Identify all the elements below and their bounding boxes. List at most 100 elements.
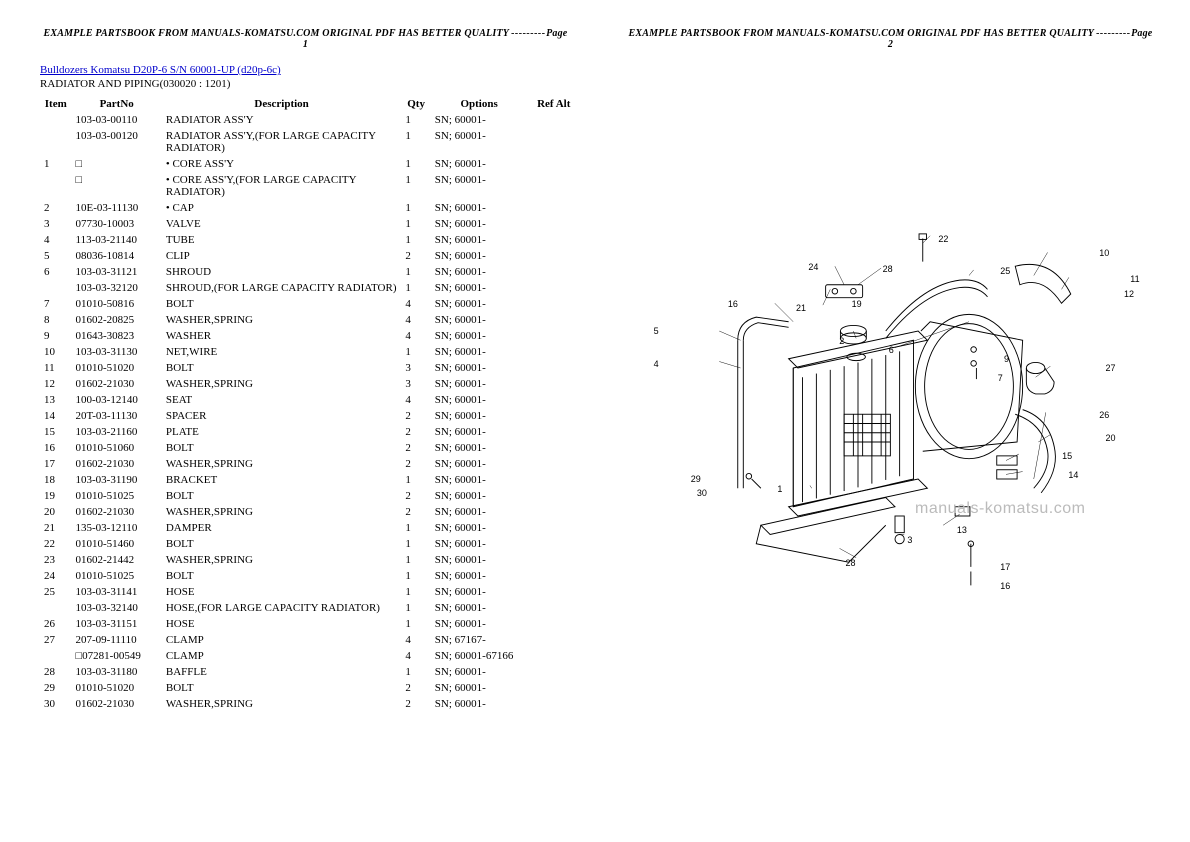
cell-partno: 103-03-31151 [72, 616, 162, 632]
cell-options: SN; 60001- [431, 344, 528, 360]
cell-item [40, 128, 72, 156]
cell-desc: SEAT [162, 392, 402, 408]
cell-options: SN; 60001- [431, 424, 528, 440]
cell-options: SN; 60001- [431, 520, 528, 536]
cell-desc: RADIATOR ASS'Y [162, 112, 402, 128]
cell-options: SN; 60001- [431, 568, 528, 584]
title-link[interactable]: Bulldozers Komatsu D20P-6 S/N 60001-UP (… [40, 64, 281, 76]
parts-table: Item PartNo Description Qty Options Ref … [40, 96, 580, 712]
watermark: manuals-komatsu.com [915, 500, 1085, 518]
cell-refalt [527, 632, 580, 648]
table-row: 801602-20825WASHER,SPRING4SN; 60001- [40, 312, 580, 328]
exploded-diagram: manuals-komatsu.com 22102428251116211912… [635, 220, 1155, 590]
cell-qty: 4 [401, 632, 430, 648]
table-row: 1□• CORE ASS'Y1SN; 60001- [40, 156, 580, 172]
cell-options: SN; 60001-67166 [431, 648, 528, 664]
table-row: □• CORE ASS'Y,(FOR LARGE CAPACITY RADIAT… [40, 172, 580, 200]
cell-qty: 3 [401, 360, 430, 376]
table-row: 3001602-21030WASHER,SPRING2SN; 60001- [40, 696, 580, 712]
table-row: 26103-03-31151HOSE1SN; 60001- [40, 616, 580, 632]
diagram-callout: 22 [938, 234, 948, 244]
cell-options: SN; 60001- [431, 584, 528, 600]
cell-refalt [527, 568, 580, 584]
table-row: 1601010-51060BOLT2SN; 60001- [40, 440, 580, 456]
cell-refalt [527, 504, 580, 520]
diagram-callout: 2 [839, 336, 844, 346]
cell-partno: 113-03-21140 [72, 232, 162, 248]
cell-qty: 4 [401, 296, 430, 312]
cell-refalt [527, 360, 580, 376]
cell-desc: SHROUD,(FOR LARGE CAPACITY RADIATOR) [162, 280, 402, 296]
cell-desc: BOLT [162, 296, 402, 312]
cell-item: 13 [40, 392, 72, 408]
cell-partno: 01602-21030 [72, 456, 162, 472]
cell-partno: 01643-30823 [72, 328, 162, 344]
cell-item: 24 [40, 568, 72, 584]
cell-item: 5 [40, 248, 72, 264]
table-row: 2401010-51025BOLT1SN; 60001- [40, 568, 580, 584]
table-row: 2901010-51020BOLT2SN; 60001- [40, 680, 580, 696]
cell-item: 4 [40, 232, 72, 248]
table-row: 2201010-51460BOLT1SN; 60001- [40, 536, 580, 552]
cell-desc: BOLT [162, 360, 402, 376]
cell-partno: 01010-51025 [72, 568, 162, 584]
cell-options: SN; 60001- [431, 248, 528, 264]
cell-item: 20 [40, 504, 72, 520]
cell-desc: • CORE ASS'Y,(FOR LARGE CAPACITY RADIATO… [162, 172, 402, 200]
cell-refalt [527, 172, 580, 200]
cell-item: 23 [40, 552, 72, 568]
cell-desc: TUBE [162, 232, 402, 248]
cell-options: SN; 60001- [431, 664, 528, 680]
cell-desc: WASHER,SPRING [162, 552, 402, 568]
cell-desc: BRACKET [162, 472, 402, 488]
cell-options: SN; 60001- [431, 552, 528, 568]
page-header-1: EXAMPLE PARTSBOOK FROM MANUALS-KOMATSU.C… [40, 28, 571, 50]
cell-desc: BOLT [162, 568, 402, 584]
table-header-row: Item PartNo Description Qty Options Ref … [40, 96, 580, 112]
cell-refalt [527, 520, 580, 536]
cell-desc: HOSE [162, 616, 402, 632]
page-2: EXAMPLE PARTSBOOK FROM MANUALS-KOMATSU.C… [595, 0, 1190, 842]
cell-qty: 2 [401, 680, 430, 696]
cell-partno: 103-03-00110 [72, 112, 162, 128]
cell-desc: NET,WIRE [162, 344, 402, 360]
cell-qty: 1 [401, 112, 430, 128]
cell-partno: 103-03-31130 [72, 344, 162, 360]
cell-partno: 103-03-31180 [72, 664, 162, 680]
diagram-callout: 28 [845, 558, 855, 568]
cell-desc: WASHER,SPRING [162, 456, 402, 472]
cell-item: 26 [40, 616, 72, 632]
diagram-callout: 28 [883, 264, 893, 274]
cell-options: SN; 60001- [431, 264, 528, 280]
diagram-callout: 13 [957, 525, 967, 535]
cell-refalt [527, 248, 580, 264]
cell-qty: 4 [401, 328, 430, 344]
diagram-callout: 7 [998, 373, 1003, 383]
cell-partno: 01602-20825 [72, 312, 162, 328]
cell-desc: BOLT [162, 440, 402, 456]
cell-item: 21 [40, 520, 72, 536]
cell-qty: 2 [401, 248, 430, 264]
table-row: 103-03-32140HOSE,(FOR LARGE CAPACITY RAD… [40, 600, 580, 616]
table-row: 4113-03-21140TUBE1SN; 60001- [40, 232, 580, 248]
diagram-callout: 16 [1000, 581, 1010, 591]
cell-item [40, 600, 72, 616]
cell-item: 29 [40, 680, 72, 696]
table-row: 701010-50816BOLT4SN; 60001- [40, 296, 580, 312]
cell-refalt [527, 280, 580, 296]
cell-partno: 103-03-00120 [72, 128, 162, 156]
cell-desc: HOSE,(FOR LARGE CAPACITY RADIATOR) [162, 600, 402, 616]
cell-desc: • CORE ASS'Y [162, 156, 402, 172]
cell-refalt [527, 376, 580, 392]
cell-desc: PLATE [162, 424, 402, 440]
cell-desc: CLIP [162, 248, 402, 264]
diagram-callout: 4 [654, 359, 659, 369]
cell-options: SN; 60001- [431, 280, 528, 296]
cell-qty: 1 [401, 156, 430, 172]
diagram-callout: 20 [1105, 433, 1115, 443]
table-row: 28103-03-31180BAFFLE1SN; 60001- [40, 664, 580, 680]
col-refalt: Ref Alt [527, 96, 580, 112]
col-partno: PartNo [72, 96, 162, 112]
cell-options: SN; 60001- [431, 440, 528, 456]
cell-refalt [527, 408, 580, 424]
